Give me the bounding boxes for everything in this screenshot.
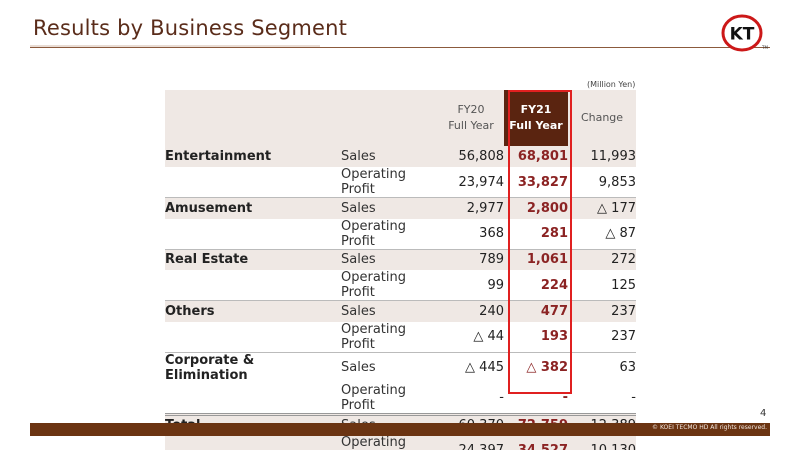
header-change: Change (568, 90, 636, 146)
page-number: 4 (760, 408, 767, 419)
table-row-total: Operating Profit 24,397 34,527 10,130 (165, 435, 636, 450)
segment-label (165, 383, 341, 415)
fy20-value: 368 (438, 218, 504, 250)
change-value: △ 87 (568, 218, 636, 250)
table-row: Others Sales 240 477 237 (165, 300, 636, 322)
fy20-value: 240 (438, 300, 504, 322)
fy21-value: 2,800 (504, 197, 568, 219)
item-label: Operating Profit (341, 435, 438, 450)
item-label: Sales (341, 146, 438, 167)
segment-label: Entertainment (165, 146, 341, 167)
fy21-value: 193 (504, 321, 568, 353)
logo-text: KT (730, 25, 755, 45)
copyright-notice: © KOEI TECMO HD All rights reserved. (652, 424, 767, 431)
fy21-value: 477 (504, 300, 568, 322)
fy20-value: 789 (438, 249, 504, 270)
title-divider (30, 47, 770, 48)
table-row: Operating Profit 99 224 125 (165, 270, 636, 301)
header-fy20: FY20 Full Year (438, 90, 504, 146)
segment-label (165, 167, 341, 198)
segment-label (165, 321, 341, 353)
segment-label: Others (165, 300, 341, 322)
header-fy20-line2: Full Year (448, 119, 494, 132)
logo-tm: TM (761, 45, 768, 50)
segment-table-container: FY20 Full Year FY21 Full Year Change Ent… (165, 90, 636, 450)
fy20-value: 56,808 (438, 146, 504, 167)
segment-label (165, 218, 341, 250)
item-label: Sales (341, 249, 438, 270)
fy21-value: 68,801 (504, 146, 568, 167)
title-accent (30, 45, 320, 48)
change-value: - (631, 390, 636, 405)
fy21-value: 281 (504, 218, 568, 250)
table-row: Real Estate Sales 789 1,061 272 (165, 249, 636, 270)
table-header-row: FY20 Full Year FY21 Full Year Change (165, 90, 636, 146)
change-value: 237 (568, 321, 636, 353)
segment-label (165, 435, 341, 450)
table-row: Operating Profit 368 281 △ 87 (165, 218, 636, 250)
segment-results-table: FY20 Full Year FY21 Full Year Change Ent… (165, 90, 636, 450)
item-label: Operating Profit (341, 218, 438, 250)
segment-label: Corporate & Elimination (165, 352, 255, 383)
header-fy21-line1: FY21 (520, 103, 552, 116)
fy20-value: 23,974 (438, 167, 504, 198)
change-value: 125 (568, 270, 636, 301)
fy21-value: 33,827 (504, 167, 568, 198)
fy20-value: △ 445 (465, 360, 504, 375)
header-empty-segment (165, 90, 341, 146)
fy20-value: - (499, 390, 504, 405)
table-row: Operating Profit 23,974 33,827 9,853 (165, 167, 636, 198)
fy20-value: 2,977 (438, 197, 504, 219)
fy21-value: △ 382 (526, 360, 568, 375)
fy21-value: 1,061 (504, 249, 568, 270)
change-value: 11,993 (568, 146, 636, 167)
fy21-value: 34,527 (504, 435, 568, 450)
item-label: Sales (341, 300, 438, 322)
item-label: Operating Profit (341, 270, 438, 301)
item-label: Sales (341, 360, 376, 375)
header-fy21: FY21 Full Year (504, 90, 568, 146)
fy20-value: △ 44 (438, 321, 504, 353)
unit-note: (Million Yen) (587, 80, 636, 89)
table-row: Amusement Sales 2,977 2,800 △ 177 (165, 197, 636, 219)
header-fy21-line2: Full Year (509, 119, 563, 132)
fy20-value: 24,397 (438, 435, 504, 450)
header-empty-item (341, 90, 438, 146)
fy21-value: 224 (504, 270, 568, 301)
table-row: Entertainment Sales 56,808 68,801 11,993 (165, 146, 636, 167)
segment-label: Real Estate (165, 249, 341, 270)
footer-bar: © KOEI TECMO HD All rights reserved. (30, 423, 770, 436)
page-title: Results by Business Segment (33, 16, 348, 40)
change-value: 9,853 (568, 167, 636, 198)
item-label: Sales (341, 197, 438, 219)
item-label: Operating Profit (341, 167, 438, 198)
fy20-value: 99 (438, 270, 504, 301)
change-value: 10,130 (568, 435, 636, 450)
table-row: Operating Profit △ 44 193 237 (165, 321, 636, 353)
table-row: Operating Profit - - - (165, 383, 636, 415)
table-row: Corporate & Elimination Sales △ 445 △ 38… (165, 352, 636, 383)
koei-tecmo-logo: KT TM (721, 14, 768, 52)
item-label: Operating Profit (341, 382, 406, 413)
segment-label: Amusement (165, 197, 341, 219)
change-value: 63 (619, 360, 636, 375)
change-value: △ 177 (568, 197, 636, 219)
change-value: 237 (568, 300, 636, 322)
change-value: 272 (568, 249, 636, 270)
segment-label (165, 270, 341, 301)
fy21-value: - (562, 390, 568, 405)
item-label: Operating Profit (341, 321, 438, 353)
header-fy20-line1: FY20 (457, 103, 485, 116)
